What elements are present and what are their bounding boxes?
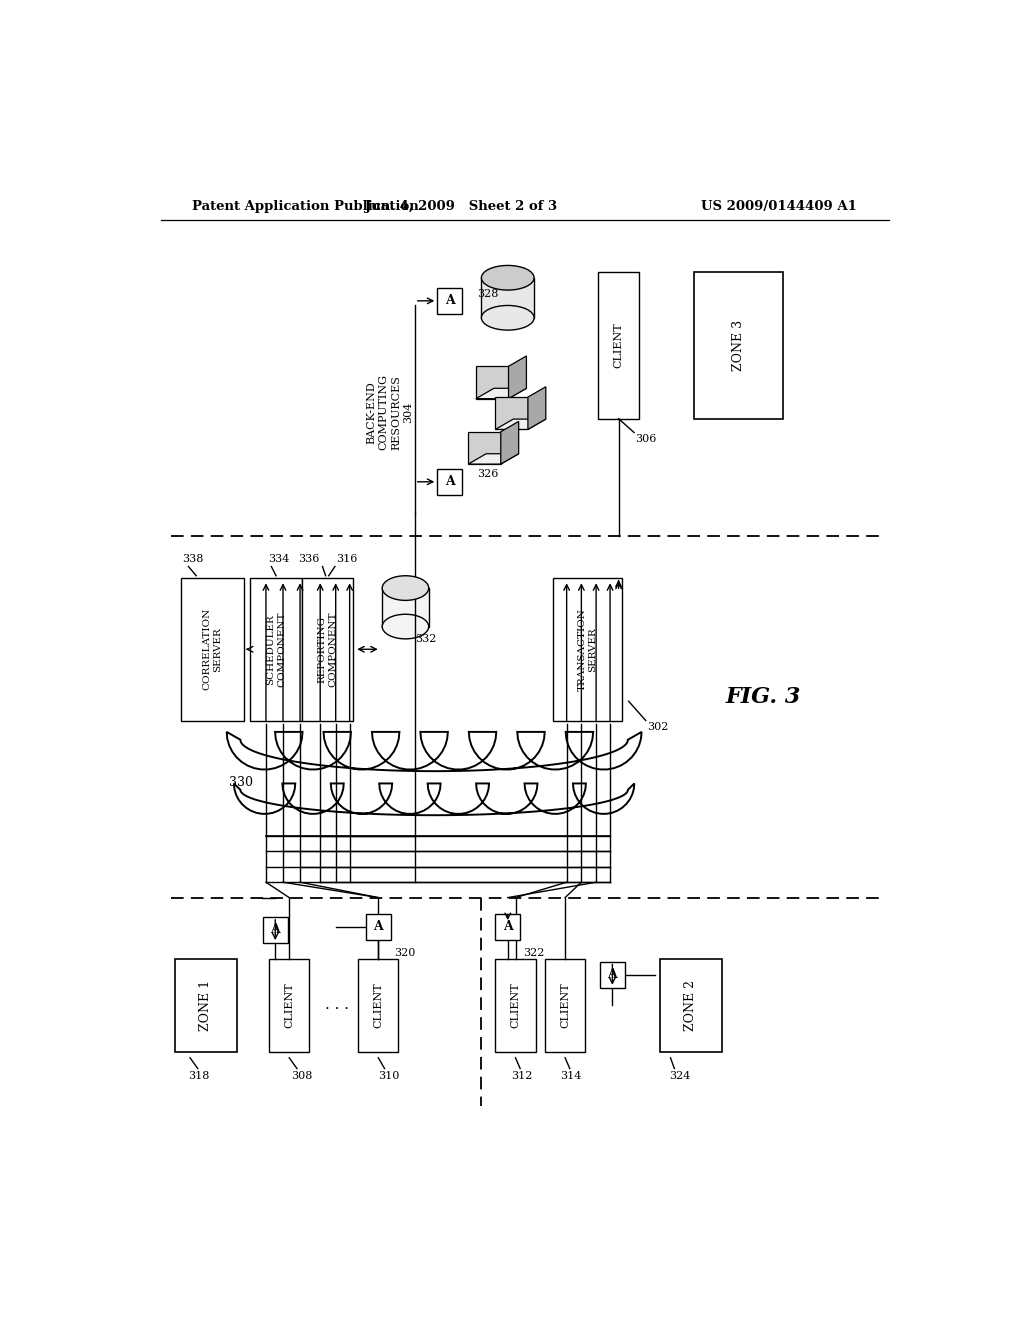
Text: TRANSACTION
SERVER: TRANSACTION SERVER: [578, 607, 598, 690]
Bar: [302, 578, 352, 721]
Bar: [437, 469, 462, 495]
Text: 336: 336: [298, 554, 319, 564]
Text: 320: 320: [394, 948, 415, 958]
Text: 302: 302: [647, 722, 669, 733]
Text: Jun. 4, 2009   Sheet 2 of 3: Jun. 4, 2009 Sheet 2 of 3: [366, 201, 557, 214]
Text: A: A: [607, 968, 617, 981]
Polygon shape: [476, 367, 509, 399]
Text: 314: 314: [560, 1071, 582, 1081]
Text: CORRELATION
SERVER: CORRELATION SERVER: [203, 609, 222, 690]
Text: 326: 326: [477, 470, 498, 479]
Text: 308: 308: [291, 1071, 312, 1081]
Text: CLIENT: CLIENT: [374, 982, 383, 1028]
Text: ZONE 1: ZONE 1: [199, 979, 212, 1031]
Text: US 2009/0144409 A1: US 2009/0144409 A1: [700, 201, 856, 214]
Text: ZONE 2: ZONE 2: [684, 979, 697, 1031]
Bar: [600, 961, 625, 987]
Text: CLIENT: CLIENT: [560, 982, 570, 1028]
Ellipse shape: [382, 576, 429, 601]
Bar: [269, 960, 309, 1052]
Text: ZONE 3: ZONE 3: [732, 319, 744, 371]
Text: 306: 306: [636, 434, 657, 444]
Text: 322: 322: [523, 948, 545, 958]
Bar: [496, 960, 536, 1052]
Polygon shape: [476, 388, 526, 399]
Text: REPORTING
COMPONENT: REPORTING COMPONENT: [317, 611, 337, 686]
Text: A: A: [270, 924, 281, 936]
Polygon shape: [226, 731, 642, 771]
Bar: [598, 272, 639, 418]
Bar: [496, 913, 520, 940]
Text: SCHEDULER
COMPONENT: SCHEDULER COMPONENT: [266, 611, 286, 686]
Text: 332: 332: [415, 635, 436, 644]
Text: CLIENT: CLIENT: [511, 982, 520, 1028]
Polygon shape: [468, 432, 501, 465]
Text: A: A: [444, 294, 455, 308]
Text: FIG. 3: FIG. 3: [726, 686, 801, 709]
Bar: [263, 917, 288, 942]
Bar: [437, 288, 462, 314]
Bar: [358, 960, 398, 1052]
Text: 318: 318: [188, 1071, 210, 1081]
Bar: [659, 960, 722, 1052]
Text: 330: 330: [228, 776, 253, 788]
Polygon shape: [509, 356, 526, 399]
Polygon shape: [233, 784, 634, 816]
Polygon shape: [496, 397, 528, 429]
Bar: [180, 578, 245, 721]
Text: A: A: [444, 475, 455, 488]
Text: CLIENT: CLIENT: [285, 982, 294, 1028]
Text: . . .: . . .: [326, 998, 349, 1012]
Ellipse shape: [481, 265, 535, 290]
Polygon shape: [501, 421, 519, 465]
Text: 334: 334: [268, 554, 290, 564]
Text: A: A: [374, 920, 383, 933]
Ellipse shape: [382, 614, 429, 639]
Bar: [545, 960, 586, 1052]
Text: 316: 316: [337, 554, 357, 564]
Text: 324: 324: [669, 1071, 690, 1081]
Ellipse shape: [481, 305, 535, 330]
Bar: [553, 578, 623, 721]
Text: 312: 312: [511, 1071, 532, 1081]
Text: BACK-END
COMPUTING
RESOURCES
304: BACK-END COMPUTING RESOURCES 304: [367, 375, 414, 450]
Text: A: A: [503, 920, 513, 933]
Bar: [174, 960, 237, 1052]
Polygon shape: [496, 418, 546, 429]
Text: 328: 328: [477, 289, 498, 298]
Text: Patent Application Publication: Patent Application Publication: [191, 201, 418, 214]
Polygon shape: [528, 387, 546, 429]
Text: CLIENT: CLIENT: [613, 322, 624, 368]
Bar: [693, 272, 783, 418]
Polygon shape: [468, 454, 519, 465]
Bar: [382, 589, 429, 627]
Bar: [481, 277, 535, 318]
Text: 338: 338: [182, 554, 204, 564]
Bar: [251, 578, 302, 721]
Text: 310: 310: [378, 1071, 399, 1081]
Bar: [366, 913, 391, 940]
